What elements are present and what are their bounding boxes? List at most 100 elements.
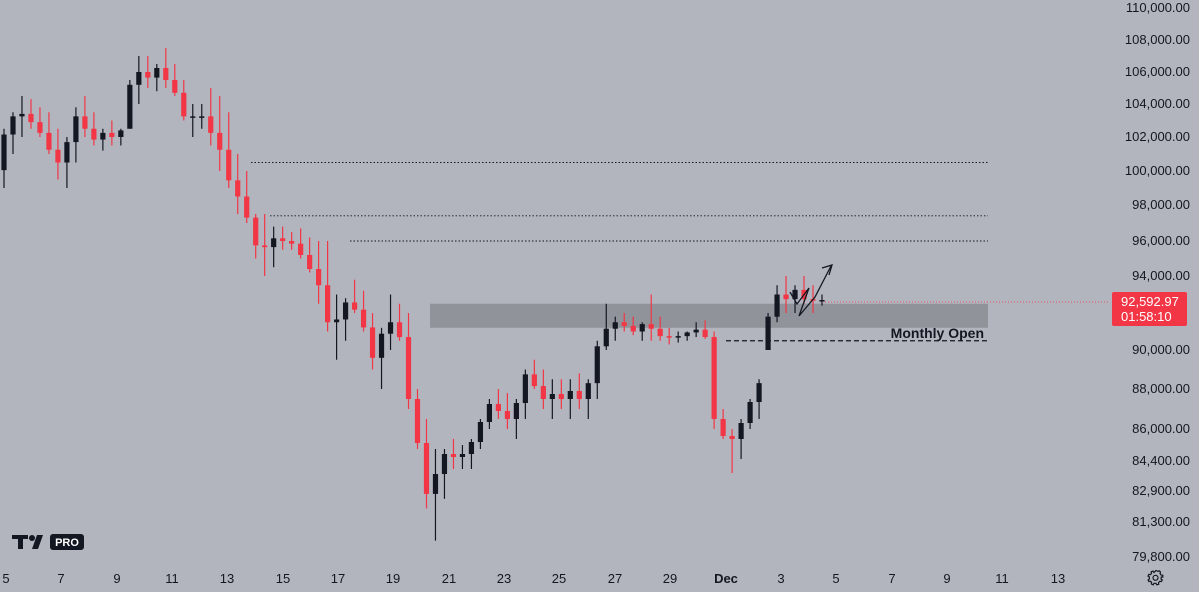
candle-body xyxy=(253,217,259,246)
candle-body xyxy=(585,383,591,399)
candle-body xyxy=(73,116,79,143)
y-tick-label: 106,000.00 xyxy=(1125,64,1190,79)
current-price-tag: 92,592.97 01:58:10 xyxy=(1112,292,1187,326)
candle-body xyxy=(387,322,394,334)
candle-body xyxy=(441,454,448,474)
y-tick-label: 98,000.00 xyxy=(1132,197,1190,212)
current-price-countdown: 01:58:10 xyxy=(1121,309,1172,324)
candle-body xyxy=(145,72,151,78)
candle-body xyxy=(729,436,735,439)
candle-body xyxy=(450,454,457,457)
candle-body xyxy=(342,302,349,320)
x-tick-label: Dec xyxy=(714,571,738,586)
resistance-levels-layer xyxy=(251,162,988,242)
candle-body xyxy=(208,116,214,133)
monthly-open-zone-layer xyxy=(430,303,988,342)
candle-body xyxy=(19,113,25,117)
y-tick-label: 90,000.00 xyxy=(1132,342,1190,357)
candle-body xyxy=(639,324,645,332)
x-tick-label: 29 xyxy=(663,571,677,586)
projection-arrow-layer xyxy=(789,264,1110,317)
x-tick-label: 11 xyxy=(995,571,1009,586)
candle-body xyxy=(432,474,439,494)
candle-body xyxy=(666,336,672,338)
candle-body xyxy=(396,322,403,338)
chart-settings-button[interactable] xyxy=(1147,569,1165,587)
y-tick-label: 84,400.00 xyxy=(1132,453,1190,468)
candle-body xyxy=(630,325,636,332)
candle-body xyxy=(468,442,475,454)
candle-body xyxy=(181,92,187,117)
y-tick-label: 96,000.00 xyxy=(1132,233,1190,248)
candle-body xyxy=(405,337,412,399)
candle-body xyxy=(289,241,295,244)
candle-body xyxy=(765,316,771,350)
gear-icon xyxy=(1147,569,1164,586)
x-tick-label: 19 xyxy=(386,571,400,586)
y-tick-label: 94,000.00 xyxy=(1132,268,1190,283)
x-tick-label: 25 xyxy=(552,571,566,586)
current-price-tag-bg xyxy=(1112,292,1187,326)
candle-body xyxy=(244,196,250,218)
candle-body xyxy=(594,346,600,384)
candle-body xyxy=(10,116,16,135)
candle-body xyxy=(369,327,376,358)
candle-body xyxy=(774,294,780,317)
candle-body xyxy=(109,132,115,137)
x-tick-label: 27 xyxy=(608,571,622,586)
x-tick-label: 17 xyxy=(331,571,345,586)
tradingview-pro-logo: PRO xyxy=(10,532,86,552)
candle-body xyxy=(648,324,654,329)
candle-body xyxy=(46,132,52,150)
candle-body xyxy=(486,404,493,422)
y-tick-label: 100,000.00 xyxy=(1125,163,1190,178)
y-tick-label: 81,300.00 xyxy=(1132,514,1190,529)
x-tick-label: 5 xyxy=(2,571,9,586)
candle-body xyxy=(756,383,762,402)
x-tick-label: 15 xyxy=(276,571,290,586)
y-tick-label: 108,000.00 xyxy=(1125,32,1190,47)
candle-body xyxy=(531,374,537,387)
candle-body xyxy=(307,255,313,269)
projection-arrowhead xyxy=(821,264,833,276)
price-axis[interactable]: 110,000.00 108,000.00 106,000.00 104,000.00… xyxy=(1125,0,1190,564)
candle-body xyxy=(513,403,519,419)
monthly-open-label: Monthly Open xyxy=(891,325,984,341)
x-tick-label: 7 xyxy=(888,571,895,586)
candle-body xyxy=(549,394,555,399)
candle-body xyxy=(28,113,34,123)
candle-body xyxy=(414,399,421,443)
x-tick-label: 5 xyxy=(832,571,839,586)
candle-body xyxy=(693,329,699,333)
candle-body xyxy=(226,149,232,181)
candle-body xyxy=(154,68,160,78)
candle-body xyxy=(316,269,322,286)
time-axis[interactable]: 5 7 9 11 13 15 17 19 21 23 25 27 29 Dec 3 5 7 9 11 13 xyxy=(2,571,1065,586)
candle-body xyxy=(127,84,133,129)
annotation-layer: Monthly Open xyxy=(891,325,984,341)
candle-body xyxy=(477,422,484,442)
tradingview-logo-icon: PRO xyxy=(12,534,84,550)
candle-body xyxy=(91,128,97,140)
candle-body xyxy=(567,391,573,399)
y-tick-label: 104,000.00 xyxy=(1125,96,1190,111)
x-tick-label: 21 xyxy=(442,571,456,586)
candle-body xyxy=(271,238,277,248)
candle-body xyxy=(603,328,609,347)
candle-body xyxy=(280,238,286,241)
candle-body xyxy=(199,116,205,118)
x-tick-label: 3 xyxy=(777,571,784,586)
candle-body xyxy=(55,149,61,163)
candle-body xyxy=(325,285,331,323)
candle-body xyxy=(657,328,663,337)
candles-layer xyxy=(1,48,825,541)
x-tick-label: 9 xyxy=(943,571,950,586)
y-tick-label: 110,000.00 xyxy=(1126,0,1190,15)
candle-body xyxy=(522,374,528,403)
candle-body xyxy=(163,68,169,80)
monthly-open-zone xyxy=(430,303,988,328)
candle-body xyxy=(136,72,142,85)
candle-body xyxy=(504,411,510,419)
logo-pro-text: PRO xyxy=(55,537,79,549)
